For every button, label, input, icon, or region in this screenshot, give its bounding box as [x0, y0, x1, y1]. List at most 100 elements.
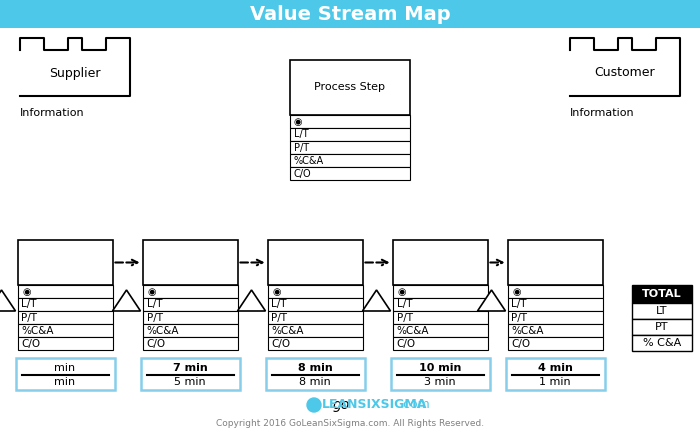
Text: 3 min: 3 min	[424, 377, 456, 387]
Text: L/T: L/T	[512, 299, 527, 309]
Text: P/T: P/T	[294, 143, 309, 152]
Text: LEANSIXSIGMA: LEANSIXSIGMA	[322, 398, 428, 412]
Text: C/O: C/O	[272, 338, 290, 349]
Bar	[290, 60, 410, 115]
Text: %C&A: %C&A	[512, 325, 544, 336]
Text: ◉: ◉	[148, 287, 156, 296]
Text: % C&A: % C&A	[643, 338, 681, 348]
Text: Copyright 2016 GoLeanSixSigma.com. All Rights Reserved.: Copyright 2016 GoLeanSixSigma.com. All R…	[216, 418, 484, 427]
Text: %C&A: %C&A	[146, 325, 179, 336]
Text: C/O: C/O	[146, 338, 166, 349]
Text: Information: Information	[20, 108, 85, 118]
FancyBboxPatch shape	[391, 358, 489, 390]
Text: ◉: ◉	[272, 287, 281, 296]
Text: %C&A: %C&A	[22, 325, 54, 336]
Bar	[143, 298, 237, 311]
Text: L/T: L/T	[272, 299, 287, 309]
Bar	[267, 240, 363, 285]
Text: L/T: L/T	[22, 299, 37, 309]
Bar	[267, 324, 363, 337]
Bar	[632, 319, 692, 335]
Text: ◉: ◉	[398, 287, 406, 296]
Bar	[393, 324, 487, 337]
Text: Customer: Customer	[595, 67, 655, 80]
Bar	[632, 335, 692, 351]
Text: C/O: C/O	[22, 338, 41, 349]
Text: .com: .com	[400, 398, 430, 412]
Bar	[508, 311, 603, 324]
Bar	[393, 298, 487, 311]
Bar	[290, 115, 410, 128]
Bar	[18, 337, 113, 350]
Bar	[508, 337, 603, 350]
FancyBboxPatch shape	[141, 358, 239, 390]
Polygon shape	[477, 290, 505, 311]
Text: min: min	[55, 363, 76, 373]
Bar	[632, 303, 692, 319]
Text: 1 min: 1 min	[539, 377, 570, 387]
Text: min: min	[55, 377, 76, 387]
Bar	[393, 311, 487, 324]
Bar	[143, 324, 237, 337]
Bar	[143, 285, 237, 298]
Text: P/T: P/T	[272, 312, 288, 322]
FancyBboxPatch shape	[0, 0, 700, 28]
Text: 5 min: 5 min	[174, 377, 206, 387]
Bar	[18, 285, 113, 298]
Bar	[267, 311, 363, 324]
Polygon shape	[237, 290, 265, 311]
Text: 8 min: 8 min	[299, 377, 331, 387]
Text: L/T: L/T	[294, 130, 309, 139]
Text: PT: PT	[655, 322, 668, 332]
Text: TOTAL: TOTAL	[642, 289, 682, 299]
Text: C/O: C/O	[294, 169, 312, 178]
Bar	[290, 167, 410, 180]
Text: Supplier: Supplier	[49, 67, 101, 80]
Bar	[267, 298, 363, 311]
Text: 8 min: 8 min	[298, 363, 332, 373]
Text: Process Step: Process Step	[314, 83, 386, 93]
Text: %C&A: %C&A	[396, 325, 429, 336]
Bar	[18, 324, 113, 337]
Bar	[267, 337, 363, 350]
Bar	[290, 141, 410, 154]
Text: L/T: L/T	[146, 299, 162, 309]
Text: ◉: ◉	[22, 287, 31, 296]
Text: C/O: C/O	[396, 338, 416, 349]
Text: P/T: P/T	[146, 312, 162, 322]
Bar	[290, 128, 410, 141]
FancyBboxPatch shape	[505, 358, 605, 390]
Bar	[143, 337, 237, 350]
Text: 4 min: 4 min	[538, 363, 573, 373]
Text: LT: LT	[657, 306, 668, 316]
Bar	[143, 311, 237, 324]
Text: go: go	[332, 398, 350, 412]
Text: L/T: L/T	[396, 299, 412, 309]
Text: 10 min: 10 min	[419, 363, 461, 373]
Bar	[508, 298, 603, 311]
Bar	[267, 285, 363, 298]
Bar	[18, 311, 113, 324]
Bar	[393, 337, 487, 350]
Text: %C&A: %C&A	[272, 325, 304, 336]
Bar	[632, 285, 692, 303]
Text: Value Stream Map: Value Stream Map	[250, 4, 450, 24]
Bar	[290, 154, 410, 167]
Polygon shape	[0, 290, 15, 311]
Bar	[143, 240, 237, 285]
Text: ◉: ◉	[294, 117, 302, 127]
Polygon shape	[363, 290, 391, 311]
Text: 7 min: 7 min	[173, 363, 207, 373]
Text: %C&A: %C&A	[294, 156, 324, 165]
Bar	[393, 240, 487, 285]
Circle shape	[307, 398, 321, 412]
Polygon shape	[113, 290, 141, 311]
Text: Information: Information	[570, 108, 635, 118]
Text: P/T: P/T	[512, 312, 528, 322]
Bar	[508, 324, 603, 337]
Bar	[508, 240, 603, 285]
Bar	[393, 285, 487, 298]
Text: P/T: P/T	[396, 312, 412, 322]
Text: ◉: ◉	[512, 287, 521, 296]
Bar	[508, 285, 603, 298]
